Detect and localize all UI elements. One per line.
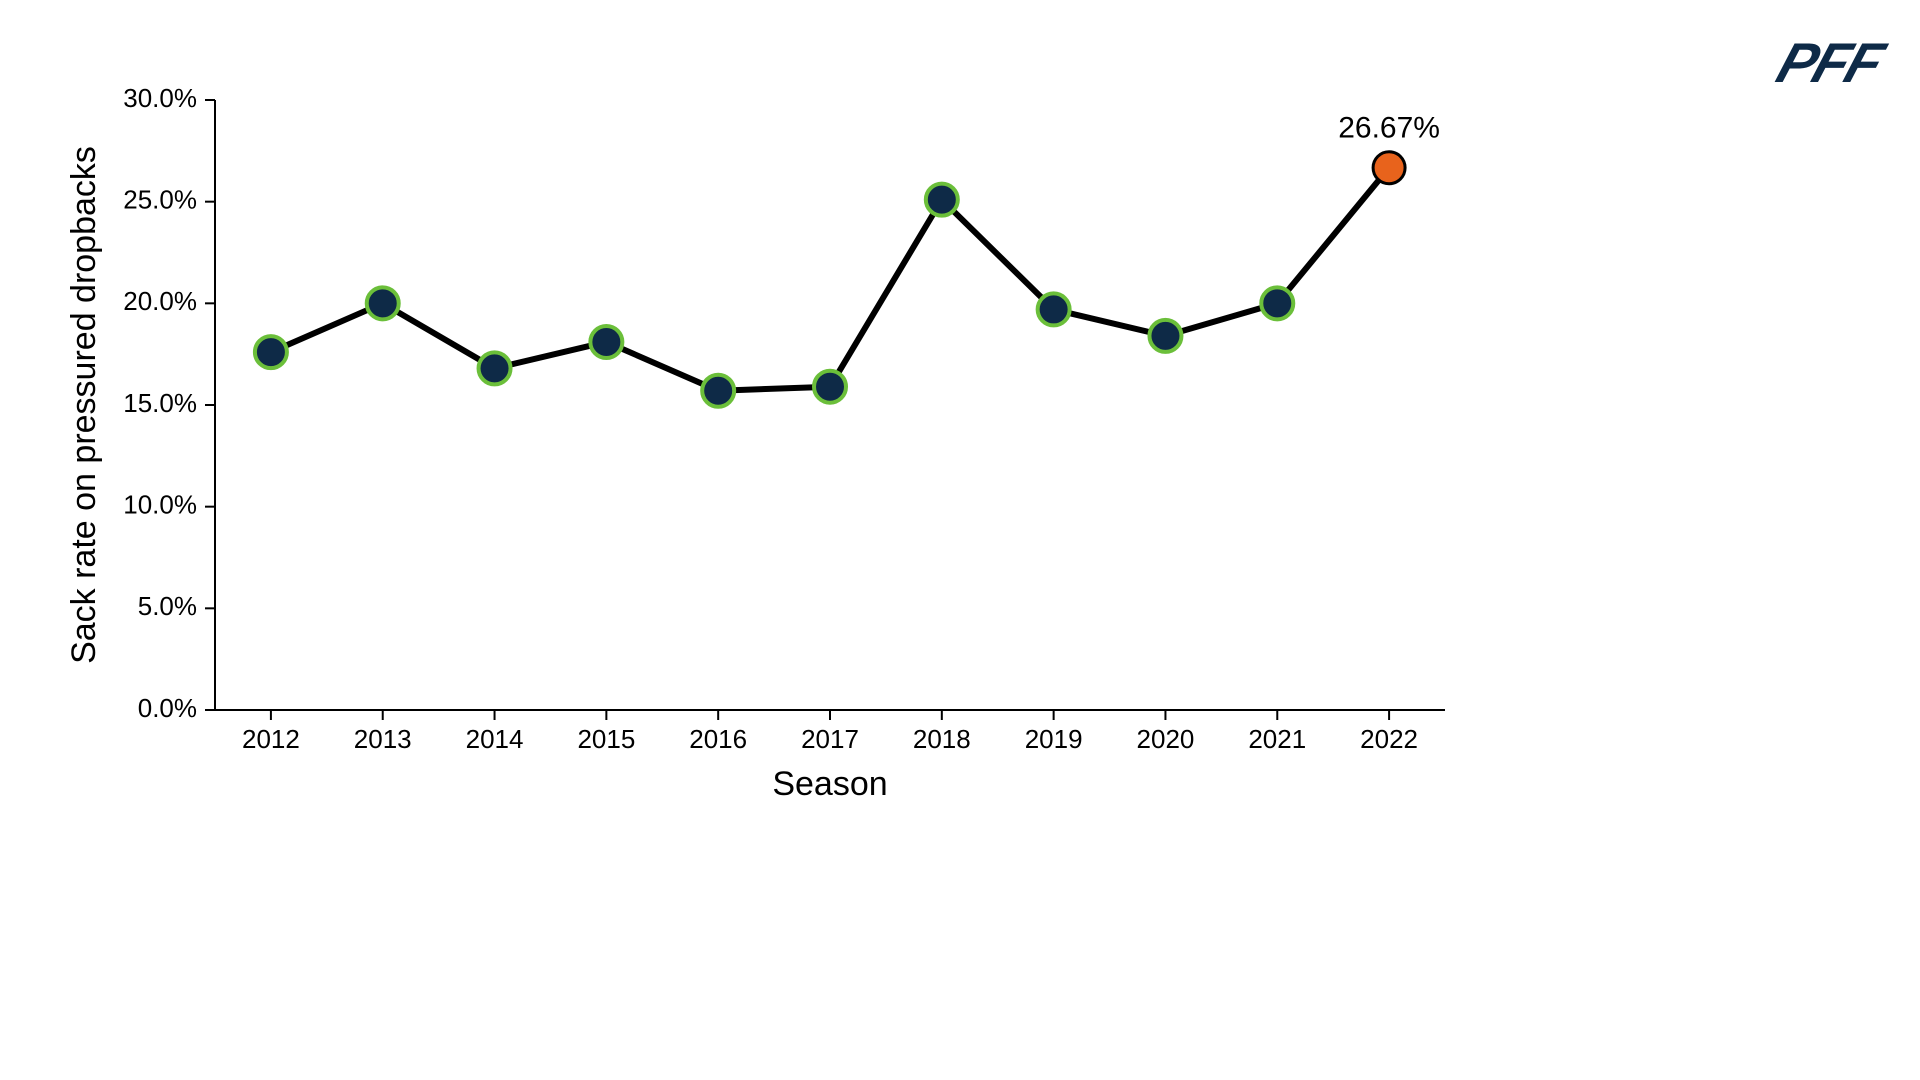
data-point: [1261, 287, 1293, 319]
data-point: [1038, 293, 1070, 325]
data-point: [367, 287, 399, 319]
callout-label: 26.67%: [1338, 112, 1440, 145]
x-tick-label: 2017: [801, 724, 859, 754]
data-point: [926, 184, 958, 216]
y-tick-label: 5.0%: [138, 591, 197, 621]
y-axis-label: Sack rate on pressured dropbacks: [65, 146, 103, 664]
data-point: [255, 336, 287, 368]
series-line: [271, 168, 1389, 391]
y-tick-label: 25.0%: [123, 185, 197, 215]
y-tick-label: 10.0%: [123, 490, 197, 520]
x-tick-label: 2021: [1248, 724, 1306, 754]
x-tick-label: 2013: [354, 724, 412, 754]
brand-logo: PFF: [1770, 30, 1891, 95]
x-axis-label: Season: [772, 765, 887, 803]
x-tick-label: 2015: [577, 724, 635, 754]
x-tick-label: 2022: [1360, 724, 1418, 754]
data-point: [702, 375, 734, 407]
brand-logo-text: PFF: [1770, 31, 1890, 94]
x-tick-label: 2012: [242, 724, 300, 754]
x-tick-label: 2018: [913, 724, 971, 754]
y-tick-label: 15.0%: [123, 388, 197, 418]
data-point: [814, 371, 846, 403]
y-tick-label: 0.0%: [138, 693, 197, 723]
y-tick-label: 30.0%: [123, 83, 197, 113]
data-point-highlight: [1373, 152, 1405, 184]
data-point: [479, 352, 511, 384]
data-point: [1149, 320, 1181, 352]
x-tick-label: 2020: [1137, 724, 1195, 754]
x-tick-label: 2014: [466, 724, 524, 754]
data-point: [590, 326, 622, 358]
y-tick-label: 20.0%: [123, 286, 197, 316]
sack-rate-chart: 0.0% 5.0% 10.0% 15.0% 20.0% 25.0% 30.0% 2012 201…: [60, 60, 1460, 820]
x-tick-label: 2016: [689, 724, 747, 754]
x-tick-label: 2019: [1025, 724, 1083, 754]
